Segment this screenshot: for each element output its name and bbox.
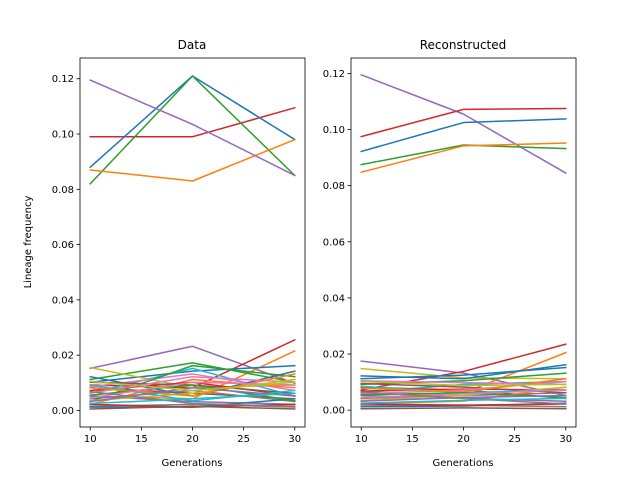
right-series-line-32 (360, 380, 567, 387)
left-y-tick-label: 0.00 (52, 406, 74, 417)
left-y-axis-title: Lineage frequency (23, 196, 34, 289)
left-series-group (89, 75, 296, 410)
right-y-tick-label: 0.04 (323, 293, 345, 304)
right-y-tick-label: 0.02 (323, 350, 345, 361)
left-y-tick-label: 0.12 (52, 74, 74, 85)
left-x-tick-label: 15 (135, 434, 148, 445)
right-series-line-25 (360, 377, 567, 393)
left-series-line-31 (89, 381, 296, 399)
left-series-line-5 (89, 345, 296, 385)
right-series-line-28 (360, 394, 567, 402)
right-series-line-27 (360, 403, 567, 406)
right-series-line-8 (360, 367, 567, 380)
right-series-line-4 (360, 142, 567, 174)
left-y-tick-label: 0.02 (52, 351, 74, 362)
right-series-group (360, 73, 567, 410)
right-x-tick-label: 15 (406, 434, 419, 445)
left-plot-area: 10 15 20 25 30 0.00 0.02 0.04 0.06 0.08 0.10 0.12 (52, 57, 306, 445)
right-y-tick-label: 0.00 (323, 406, 345, 417)
left-series-line-21 (89, 375, 296, 395)
right-y-tick-label: 0.08 (323, 181, 345, 192)
right-series-line-0 (360, 73, 567, 175)
left-x-tick-label: 10 (84, 434, 97, 445)
left-panel-title: Data (178, 38, 207, 52)
right-panel: Reconstructed 10 15 20 25 30 0.00 0.02 0.04 0.06… (323, 38, 577, 469)
left-series-line-3 (89, 138, 296, 182)
right-y-tick-label: 0.12 (323, 69, 345, 80)
right-series-line-5 (360, 360, 567, 397)
left-series-line-26 (89, 373, 296, 397)
right-x-tick-label: 25 (508, 434, 521, 445)
left-y-tick-label: 0.04 (52, 295, 74, 306)
left-series-line-9 (89, 364, 296, 384)
right-x-tick-label: 10 (355, 434, 368, 445)
right-panel-title: Reconstructed (420, 38, 507, 52)
left-series-line-30 (89, 405, 296, 410)
right-y-tick-label: 0.06 (323, 237, 345, 248)
right-x-tick-label: 30 (559, 434, 572, 445)
right-series-line-2 (360, 118, 567, 153)
left-series-line-4 (89, 79, 296, 177)
right-series-line-15 (360, 363, 567, 380)
right-series-line-3 (360, 144, 567, 166)
right-x-tick-label: 20 (457, 434, 470, 445)
left-x-tick-label: 30 (288, 434, 301, 445)
left-y-tick-label: 0.06 (52, 240, 74, 251)
right-y-tick-label: 0.10 (323, 125, 345, 136)
left-series-line-2 (89, 75, 296, 185)
left-series-line-33 (89, 380, 296, 392)
left-x-tick-label: 25 (237, 434, 250, 445)
left-x-axis-title: Generations (162, 458, 223, 469)
right-x-axis-title: Generations (433, 458, 494, 469)
right-series-line-29 (360, 407, 567, 410)
right-series-line-33 (360, 397, 567, 404)
left-y-tick-label: 0.08 (52, 185, 74, 196)
right-plot-area: 10 15 20 25 30 0.00 0.02 0.04 0.06 0.08 0.10 0.12 (323, 57, 577, 445)
left-y-tick-label: 0.10 (52, 130, 74, 141)
right-series-line-1 (360, 107, 567, 138)
left-x-tick-label: 20 (186, 434, 199, 445)
left-panel: Data 10 15 20 25 30 0.00 0.02 0.04 0.06 0.08 0.10 0… (23, 38, 306, 469)
left-series-line-29 (89, 387, 296, 403)
right-series-line-22 (360, 386, 567, 402)
right-series-line-31 (360, 391, 567, 405)
left-series-line-32 (89, 390, 296, 408)
left-series-line-34 (89, 392, 296, 405)
right-series-line-30 (360, 389, 567, 399)
